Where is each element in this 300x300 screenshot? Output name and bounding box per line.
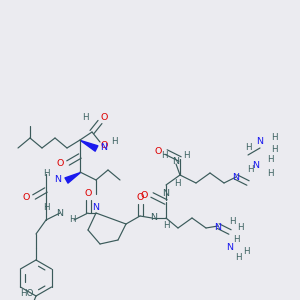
Text: O: O xyxy=(22,193,30,202)
Text: N: N xyxy=(151,214,158,223)
Text: H: H xyxy=(161,151,167,160)
Text: H: H xyxy=(174,179,180,188)
Text: N: N xyxy=(226,244,233,253)
Text: H: H xyxy=(243,248,249,256)
Text: N: N xyxy=(55,176,62,184)
Text: H: H xyxy=(247,166,253,175)
Text: H: H xyxy=(69,215,75,224)
Text: H: H xyxy=(237,224,243,232)
Text: H: H xyxy=(267,169,273,178)
Text: O: O xyxy=(84,190,92,199)
Text: O: O xyxy=(56,158,64,167)
Text: N: N xyxy=(56,209,64,218)
Text: H: H xyxy=(229,218,235,226)
Text: H: H xyxy=(163,221,169,230)
Text: O: O xyxy=(100,142,108,151)
Text: H: H xyxy=(183,151,189,160)
Text: O: O xyxy=(136,193,144,202)
Text: H: H xyxy=(267,155,273,164)
Text: N: N xyxy=(232,172,239,182)
Text: N: N xyxy=(172,158,179,166)
Text: N: N xyxy=(92,203,100,212)
Text: H: H xyxy=(233,236,239,244)
Text: HO: HO xyxy=(20,290,34,298)
Text: N: N xyxy=(163,188,170,197)
Text: H: H xyxy=(82,113,88,122)
Text: N: N xyxy=(253,161,260,170)
Text: H: H xyxy=(43,202,49,211)
Text: H: H xyxy=(245,143,251,152)
Text: H: H xyxy=(111,137,117,146)
Text: O: O xyxy=(140,190,148,200)
Text: O: O xyxy=(100,113,108,122)
Text: H: H xyxy=(235,254,241,262)
Text: N: N xyxy=(214,224,221,232)
Text: N: N xyxy=(100,143,107,152)
Text: H: H xyxy=(271,134,277,142)
Text: H: H xyxy=(271,146,277,154)
Text: H: H xyxy=(43,169,49,178)
Text: N: N xyxy=(256,137,263,146)
Text: O: O xyxy=(154,148,162,157)
